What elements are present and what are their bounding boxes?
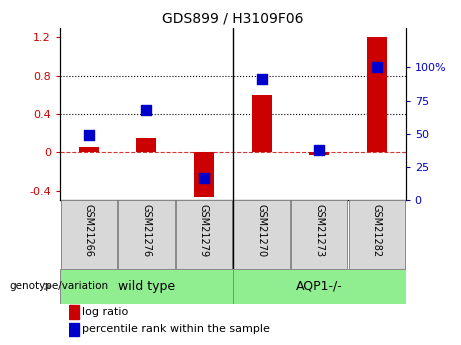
Text: log ratio: log ratio <box>82 307 128 317</box>
Bar <box>291 200 348 269</box>
Point <box>142 107 150 112</box>
Bar <box>69 323 79 336</box>
Bar <box>60 200 117 269</box>
Bar <box>118 200 175 269</box>
Point <box>373 65 381 70</box>
Bar <box>136 138 156 152</box>
Text: GSM21270: GSM21270 <box>257 204 266 257</box>
Bar <box>349 200 405 269</box>
Title: GDS899 / H3109F06: GDS899 / H3109F06 <box>162 11 303 25</box>
Bar <box>233 200 290 269</box>
Text: genotype/variation: genotype/variation <box>9 282 108 291</box>
Bar <box>233 269 406 304</box>
Bar <box>60 269 233 304</box>
Bar <box>367 37 387 152</box>
Text: GSM21273: GSM21273 <box>314 204 324 257</box>
Bar <box>176 200 232 269</box>
Text: percentile rank within the sample: percentile rank within the sample <box>82 325 270 334</box>
Bar <box>252 95 272 152</box>
Bar <box>309 152 329 155</box>
Bar <box>69 305 79 319</box>
Text: GSM21266: GSM21266 <box>84 204 94 257</box>
Point <box>258 77 266 82</box>
Point <box>315 147 323 152</box>
Bar <box>194 152 214 197</box>
Text: GSM21282: GSM21282 <box>372 204 382 257</box>
Point <box>200 175 207 180</box>
Text: GSM21276: GSM21276 <box>142 204 151 257</box>
Text: AQP1-/-: AQP1-/- <box>296 280 343 293</box>
Text: GSM21279: GSM21279 <box>199 204 209 257</box>
Point <box>85 132 92 138</box>
Bar <box>79 147 99 152</box>
Text: wild type: wild type <box>118 280 175 293</box>
